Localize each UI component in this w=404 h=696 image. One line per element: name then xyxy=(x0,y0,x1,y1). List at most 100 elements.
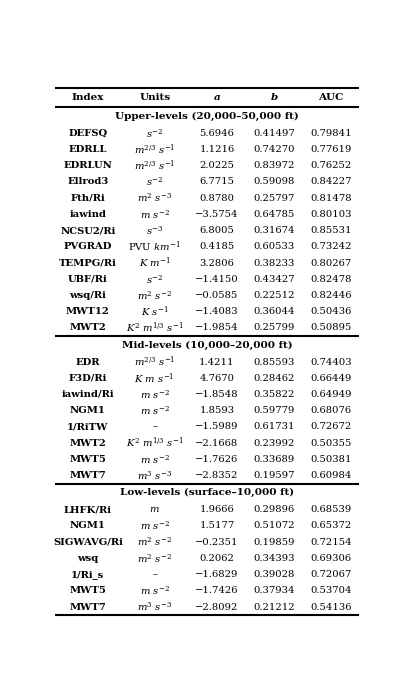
Text: −2.8092: −2.8092 xyxy=(195,603,239,612)
Text: 0.33689: 0.33689 xyxy=(253,455,295,464)
Text: −1.4083: −1.4083 xyxy=(195,307,239,316)
Text: 0.22512: 0.22512 xyxy=(253,291,295,300)
Text: SIGWAVG/Ri: SIGWAVG/Ri xyxy=(53,537,123,546)
Text: 0.60533: 0.60533 xyxy=(253,242,295,251)
Text: 6.7715: 6.7715 xyxy=(200,177,234,187)
Text: 0.19597: 0.19597 xyxy=(253,471,295,480)
Text: a: a xyxy=(214,93,220,102)
Text: 0.60984: 0.60984 xyxy=(310,471,351,480)
Text: 5.6946: 5.6946 xyxy=(200,129,234,138)
Text: 0.85531: 0.85531 xyxy=(310,226,351,235)
Text: LHFK/Ri: LHFK/Ri xyxy=(64,505,112,514)
Text: AUC: AUC xyxy=(318,93,343,102)
Text: 0.51072: 0.51072 xyxy=(253,521,295,530)
Text: 0.36044: 0.36044 xyxy=(253,307,295,316)
Text: 0.66449: 0.66449 xyxy=(310,374,351,383)
Text: 0.34393: 0.34393 xyxy=(253,554,295,563)
Text: 0.50381: 0.50381 xyxy=(310,455,351,464)
Text: TEMPG/Ri: TEMPG/Ri xyxy=(59,258,117,267)
Text: 2.0225: 2.0225 xyxy=(200,161,234,171)
Text: wsq: wsq xyxy=(77,554,99,563)
Text: 0.23992: 0.23992 xyxy=(253,438,295,448)
Text: 0.72154: 0.72154 xyxy=(310,537,351,546)
Text: $m^{2}$ $s^{-3}$: $m^{2}$ $s^{-3}$ xyxy=(137,192,172,205)
Text: EDRLL: EDRLL xyxy=(69,145,107,154)
Text: 0.64785: 0.64785 xyxy=(253,210,295,219)
Text: 1.4211: 1.4211 xyxy=(199,358,235,367)
Text: 0.41497: 0.41497 xyxy=(253,129,295,138)
Text: 0.31674: 0.31674 xyxy=(253,226,295,235)
Text: UBF/Ri: UBF/Ri xyxy=(68,275,108,284)
Text: EDRLUN: EDRLUN xyxy=(63,161,112,171)
Text: 0.59098: 0.59098 xyxy=(253,177,295,187)
Text: Ellrod3: Ellrod3 xyxy=(67,177,109,187)
Text: −1.7426: −1.7426 xyxy=(195,586,239,595)
Text: wsq/Ri: wsq/Ri xyxy=(69,291,106,300)
Text: 1.8593: 1.8593 xyxy=(199,406,234,416)
Text: PVU $km^{-1}$: PVU $km^{-1}$ xyxy=(128,239,181,254)
Text: $K$ $m^{-1}$: $K$ $m^{-1}$ xyxy=(139,255,171,270)
Text: iawind/Ri: iawind/Ri xyxy=(61,390,114,399)
Text: NCSU2/Ri: NCSU2/Ri xyxy=(60,226,116,235)
Text: 0.50436: 0.50436 xyxy=(310,307,351,316)
Text: 0.50355: 0.50355 xyxy=(310,438,351,448)
Text: 0.59779: 0.59779 xyxy=(253,406,295,416)
Text: Index: Index xyxy=(72,93,104,102)
Text: 0.69306: 0.69306 xyxy=(310,554,351,563)
Text: Mid-levels (10,000–20,000 ft): Mid-levels (10,000–20,000 ft) xyxy=(122,340,292,349)
Text: NGM1: NGM1 xyxy=(70,406,106,416)
Text: $s^{-2}$: $s^{-2}$ xyxy=(146,175,163,188)
Text: −1.7626: −1.7626 xyxy=(195,455,238,464)
Text: MWT2: MWT2 xyxy=(69,438,106,448)
Text: Units: Units xyxy=(139,93,170,102)
Text: 0.72067: 0.72067 xyxy=(310,570,351,579)
Text: 0.74270: 0.74270 xyxy=(253,145,295,154)
Text: $m$ $s^{-2}$: $m$ $s^{-2}$ xyxy=(140,453,170,466)
Text: $s^{-3}$: $s^{-3}$ xyxy=(146,224,163,237)
Text: $K$ $s^{-1}$: $K$ $s^{-1}$ xyxy=(141,304,168,319)
Text: $m$ $s^{-2}$: $m$ $s^{-2}$ xyxy=(140,520,170,532)
Text: 1/Ri_s: 1/Ri_s xyxy=(71,570,105,579)
Text: $m$ $s^{-2}$: $m$ $s^{-2}$ xyxy=(140,208,170,221)
Text: $s^{-2}$: $s^{-2}$ xyxy=(146,127,163,139)
Text: MWT5: MWT5 xyxy=(69,455,106,464)
Text: $m^{2/3}$ $s^{-1}$: $m^{2/3}$ $s^{-1}$ xyxy=(134,355,175,370)
Text: −3.5754: −3.5754 xyxy=(195,210,239,219)
Text: $K^{2}$ $m^{1/3}$ $s^{-1}$: $K^{2}$ $m^{1/3}$ $s^{-1}$ xyxy=(126,436,183,450)
Text: 0.50895: 0.50895 xyxy=(310,324,351,333)
Text: 0.8780: 0.8780 xyxy=(200,193,234,203)
Text: MWT7: MWT7 xyxy=(69,471,106,480)
Text: −0.0585: −0.0585 xyxy=(195,291,239,300)
Text: 0.72672: 0.72672 xyxy=(310,422,351,432)
Text: $m^{2/3}$ $s^{-1}$: $m^{2/3}$ $s^{-1}$ xyxy=(134,159,175,173)
Text: 0.28462: 0.28462 xyxy=(253,374,295,383)
Text: 0.37934: 0.37934 xyxy=(253,586,295,595)
Text: 0.35822: 0.35822 xyxy=(253,390,295,399)
Text: MWT2: MWT2 xyxy=(69,324,106,333)
Text: 0.39028: 0.39028 xyxy=(253,570,295,579)
Text: 0.25797: 0.25797 xyxy=(253,193,295,203)
Text: −1.8548: −1.8548 xyxy=(195,390,239,399)
Text: 0.76252: 0.76252 xyxy=(310,161,351,171)
Text: Low-levels (surface–10,000 ft): Low-levels (surface–10,000 ft) xyxy=(120,488,294,497)
Text: 0.4185: 0.4185 xyxy=(199,242,235,251)
Text: 0.77619: 0.77619 xyxy=(310,145,351,154)
Text: 0.68076: 0.68076 xyxy=(310,406,351,416)
Text: $K^{2}$ $m^{1/3}$ $s^{-1}$: $K^{2}$ $m^{1/3}$ $s^{-1}$ xyxy=(126,321,183,335)
Text: MWT7: MWT7 xyxy=(69,603,106,612)
Text: 0.82478: 0.82478 xyxy=(310,275,351,284)
Text: $m^{2}$ $s^{-2}$: $m^{2}$ $s^{-2}$ xyxy=(137,552,172,564)
Text: −1.6829: −1.6829 xyxy=(195,570,239,579)
Text: 6.8005: 6.8005 xyxy=(200,226,234,235)
Text: iawind: iawind xyxy=(69,210,106,219)
Text: 0.83972: 0.83972 xyxy=(253,161,295,171)
Text: PVGRAD: PVGRAD xyxy=(64,242,112,251)
Text: $m^{2}$ $s^{-2}$: $m^{2}$ $s^{-2}$ xyxy=(137,536,172,548)
Text: 0.81478: 0.81478 xyxy=(310,193,351,203)
Text: 0.29896: 0.29896 xyxy=(253,505,295,514)
Text: $s^{-2}$: $s^{-2}$ xyxy=(146,273,163,285)
Text: 0.21212: 0.21212 xyxy=(253,603,295,612)
Text: 0.84227: 0.84227 xyxy=(310,177,351,187)
Text: $K$ $m$ $s^{-1}$: $K$ $m$ $s^{-1}$ xyxy=(135,371,175,386)
Text: 0.65372: 0.65372 xyxy=(310,521,351,530)
